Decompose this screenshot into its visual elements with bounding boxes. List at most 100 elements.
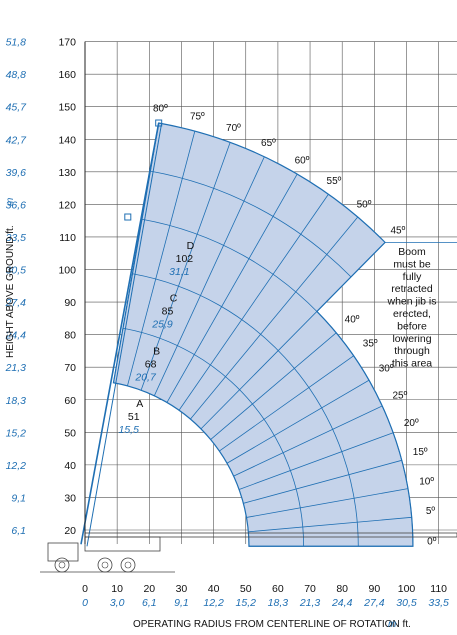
radius-arc [141, 218, 414, 547]
x-axis-title: OPERATING RADIUS FROM CENTERLINE OF ROTA… [133, 619, 411, 630]
boom-with-jib [80, 119, 163, 547]
y-axis-title-unit: m [5, 198, 16, 206]
retract-note-line: fully [403, 271, 422, 283]
angle-ray [153, 156, 265, 396]
truck-wheel [120, 557, 136, 573]
boom-section-length-ft: 85 [162, 306, 174, 318]
x-tick-label-m: 24,4 [331, 597, 353, 609]
boom-section-length-m: 15,5 [118, 424, 139, 436]
angle-label-outer: 50º [357, 200, 372, 211]
retract-note-line: retracted [391, 283, 433, 295]
boom-section-length-m: 20,7 [134, 371, 157, 383]
x-tick-label-m: 0 [82, 597, 88, 609]
y-tick-label-m: 9,1 [11, 492, 26, 504]
x-tick-label-m: 6,1 [142, 597, 157, 609]
x-tick-label-m: 15,2 [236, 597, 257, 609]
y-tick-label-ft: 120 [58, 199, 76, 211]
y-tick-label-ft: 20 [64, 525, 76, 537]
angle-ray [248, 516, 412, 533]
x-tick-label-ft: 60 [272, 583, 284, 595]
x-tick-label-m: 3,0 [110, 597, 125, 609]
angle-label-inner: 5º [426, 506, 436, 517]
boom-section-letter: A [136, 398, 143, 410]
y-tick-label-ft: 50 [64, 427, 76, 439]
y-tick-label-m: 45,7 [6, 102, 28, 114]
truck-hub [124, 561, 132, 569]
x-tick-label-ft: 100 [398, 583, 416, 595]
truck-wheel [97, 557, 113, 573]
angle-ray [233, 405, 383, 477]
y-tick-label-m: 51,8 [6, 37, 27, 49]
y-tick-label-m: 24,4 [5, 330, 27, 342]
x-tick-label-ft: 10 [111, 583, 123, 595]
angle-label-inner: 25º [392, 390, 407, 401]
x-tick-label-ft: 40 [208, 583, 220, 595]
y-tick-label-ft: 60 [64, 395, 76, 407]
boom-section-letter: C [170, 293, 178, 305]
boom-section-length-ft: 68 [145, 358, 157, 370]
retract-note-line: before [397, 320, 427, 332]
y-tick-label-m: 6,1 [11, 525, 26, 537]
x-tick-label-m: 18,3 [268, 597, 289, 609]
radius-arc [122, 327, 305, 547]
y-tick-label-ft: 160 [58, 69, 76, 81]
y-tick-label-m: 39,6 [6, 167, 27, 179]
jib-joint [124, 213, 132, 221]
boom-line [80, 122, 160, 545]
angle-label-outer: 45º [391, 225, 406, 236]
angle-label-outer: 65º [261, 138, 276, 149]
angle-label-inner: 40º [345, 314, 360, 325]
x-tick-label-ft: 80 [336, 583, 348, 595]
x-axis-title-unit: m [388, 619, 396, 630]
x-tick-label-m: 9,1 [174, 597, 189, 609]
angle-ray [140, 142, 231, 391]
y-tick-label-ft: 140 [58, 134, 76, 146]
retract-note-line: erected, [393, 308, 431, 320]
y-tick-label-ft: 110 [59, 232, 76, 244]
y-tick-label-m: 42,7 [6, 134, 28, 146]
x-tick-label-ft: 110 [430, 583, 447, 595]
y-tick-label-ft: 100 [58, 265, 76, 277]
y-tick-label-m: 18,3 [6, 395, 27, 407]
boom-line-inner [86, 122, 163, 547]
chart-labels: 0 0 10 3,0 20 6,1 30 9,1 40 12,2 50 15,2 60 18,3 70 21,… [5, 37, 449, 609]
angle-label-outer: 70º [226, 123, 241, 134]
y-tick-label-ft: 70 [64, 362, 76, 374]
angle-ray [219, 355, 354, 452]
angle-ray [238, 432, 394, 490]
x-tick-label-ft: 20 [143, 583, 155, 595]
angle-label-inner: 35º [363, 338, 378, 349]
y-tick-label-ft: 40 [64, 460, 76, 472]
angle-label-inner: 10º [419, 476, 434, 487]
angle-ray [226, 379, 370, 464]
y-tick-label-m: 36,6 [6, 199, 27, 211]
angle-label-inner: 0º [427, 536, 437, 547]
truck-hub [101, 561, 109, 569]
x-tick-label-m: 21,3 [299, 597, 321, 609]
angle-ray [178, 193, 329, 411]
y-tick-label-ft: 130 [58, 167, 76, 179]
angle-ray [200, 242, 386, 430]
y-tick-label-m: 21,3 [5, 362, 27, 374]
truck-wheel [54, 557, 70, 573]
y-tick-label-m: 30,5 [6, 265, 27, 277]
radius-arc [132, 273, 359, 547]
boom-section-letter: D [187, 240, 195, 252]
boom-angle-rays [113, 122, 413, 547]
x-tick-label-m: 33,5 [428, 597, 449, 609]
retract-note-line: when jib is [386, 296, 436, 308]
x-tick-label-m: 27,4 [363, 597, 385, 609]
jib-tip [155, 119, 163, 127]
x-tick-label-ft: 0 [82, 583, 88, 595]
angle-label-inner: 20º [404, 418, 419, 429]
y-axis-title: HEIGHT ABOVE GROUND ft. [5, 225, 16, 358]
boom-section-letter: B [153, 345, 160, 357]
boom-section-length-ft: 102 [176, 253, 194, 265]
boom-section-length-ft: 51 [128, 411, 140, 423]
truck-cab [47, 542, 79, 562]
truck-hub [58, 561, 66, 569]
angle-label-outer: 75º [190, 112, 205, 123]
y-tick-label-m: 27,4 [5, 297, 27, 309]
